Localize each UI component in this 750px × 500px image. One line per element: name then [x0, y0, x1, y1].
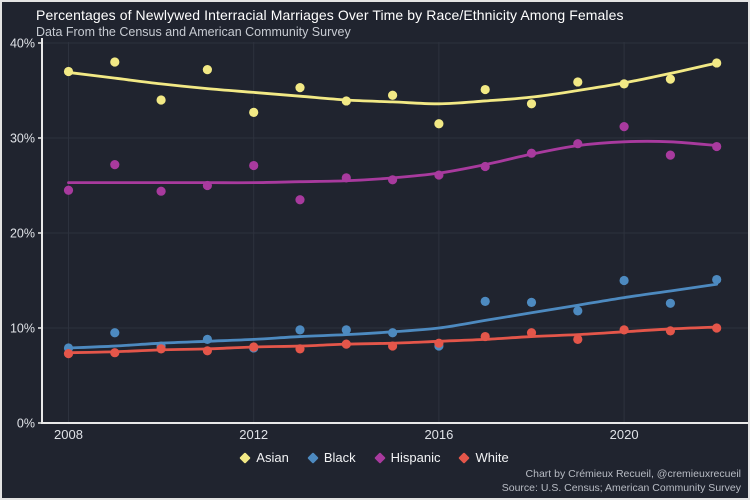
data-point-hispanic — [480, 161, 490, 172]
legend-item-hispanic: Hispanic — [373, 450, 441, 465]
data-point-asian — [110, 57, 120, 67]
caption-author: Chart by Crémieux Recueil, @cremieuxrecu… — [525, 468, 741, 480]
legend-diamond-icon — [373, 451, 386, 464]
data-point-asian — [712, 58, 722, 68]
legend-diamond-icon — [307, 451, 319, 464]
data-point-hispanic — [526, 148, 537, 158]
data-point-black — [295, 325, 305, 335]
data-point-white — [341, 339, 351, 349]
data-point-hispanic — [573, 139, 583, 149]
data-point-asian — [526, 99, 537, 109]
data-point-white — [480, 331, 490, 342]
data-point-white — [156, 344, 166, 354]
legend-diamond-icon — [239, 451, 251, 464]
data-point-hispanic — [388, 175, 398, 185]
data-point-white — [434, 338, 444, 348]
legend-item-black: Black — [307, 450, 356, 465]
data-point-black — [712, 274, 722, 285]
legend-item-white: White — [458, 450, 509, 465]
y-tick-label: 10% — [10, 322, 35, 336]
data-point-white — [295, 344, 305, 354]
data-point-white — [63, 349, 74, 359]
data-point-white — [665, 326, 676, 336]
legend-label: Black — [323, 450, 356, 465]
data-point-black — [480, 296, 490, 306]
y-tick-label: 30% — [10, 132, 35, 146]
caption-source: Source: U.S. Census; American Community … — [501, 481, 741, 494]
data-point-asian — [573, 77, 583, 87]
y-tick-label: 20% — [10, 227, 35, 241]
data-point-hispanic — [249, 160, 259, 171]
y-tick-label: 40% — [10, 37, 35, 51]
data-point-hispanic — [156, 186, 166, 196]
x-tick-label: 2016 — [424, 427, 453, 442]
data-point-black — [573, 306, 583, 316]
chart-subtitle: Data From the Census and American Commun… — [36, 25, 351, 39]
data-point-hispanic — [110, 160, 120, 170]
data-point-asian — [202, 65, 212, 75]
data-point-hispanic — [63, 185, 74, 195]
data-point-white — [110, 348, 120, 358]
data-point-hispanic — [295, 195, 305, 205]
data-point-hispanic — [341, 173, 351, 183]
data-point-black — [526, 297, 537, 307]
caption: Chart by Crémieux Recueil, @cremieuxrecu… — [502, 468, 741, 496]
data-point-asian — [295, 83, 305, 93]
legend-label: White — [475, 450, 509, 465]
data-point-white — [712, 323, 722, 333]
data-point-hispanic — [434, 170, 444, 180]
data-point-black — [202, 334, 212, 344]
data-point-white — [573, 334, 583, 344]
x-tick-label: 2012 — [239, 427, 268, 442]
chart-title: Percentages of Newlywed Interracial Marr… — [36, 7, 624, 23]
x-tick-label: 2020 — [610, 427, 639, 442]
legend-item-asian: Asian — [239, 450, 289, 465]
legend: Asian Black Hispanic White — [2, 450, 748, 465]
data-point-hispanic — [202, 180, 212, 191]
data-point-asian — [156, 95, 166, 105]
x-tick-label: 2008 — [54, 427, 83, 442]
data-point-white — [202, 346, 212, 356]
data-point-asian — [480, 84, 490, 95]
trend-line-asian — [67, 61, 719, 106]
data-point-asian — [249, 107, 259, 117]
data-point-white — [619, 325, 629, 335]
data-point-asian — [434, 119, 444, 129]
data-point-asian — [665, 74, 676, 84]
data-point-black — [341, 325, 351, 335]
data-point-white — [249, 342, 259, 352]
data-point-black — [110, 328, 120, 338]
data-point-asian — [341, 96, 351, 106]
data-point-hispanic — [619, 122, 629, 132]
data-point-black — [665, 298, 676, 308]
legend-label: Asian — [256, 450, 289, 465]
data-point-asian — [619, 79, 629, 89]
data-point-black — [619, 275, 629, 286]
legend-diamond-icon — [458, 451, 471, 464]
data-point-hispanic — [712, 141, 722, 152]
data-point-asian — [63, 66, 74, 77]
y-tick-label: 0% — [17, 417, 35, 431]
data-point-black — [388, 328, 398, 338]
data-point-asian — [388, 90, 398, 100]
trend-line-black — [67, 282, 719, 350]
data-point-white — [388, 341, 398, 351]
data-point-hispanic — [665, 150, 676, 160]
legend-label: Hispanic — [390, 450, 441, 465]
data-point-white — [526, 328, 537, 338]
